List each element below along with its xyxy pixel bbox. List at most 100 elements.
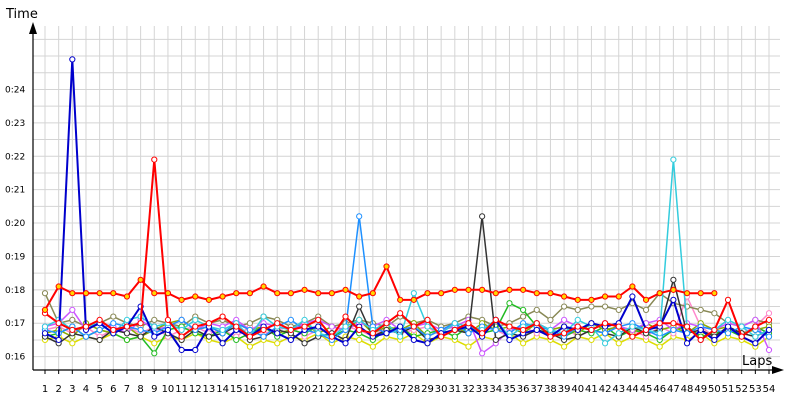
data-point xyxy=(315,316,322,324)
data-point xyxy=(479,350,486,357)
data-point xyxy=(246,290,254,297)
y-tick-label: 0:23 xyxy=(5,119,25,129)
data-point xyxy=(547,333,554,340)
series-line xyxy=(41,263,718,313)
data-point xyxy=(41,290,49,297)
axes: Time Laps xyxy=(5,7,784,374)
data-point xyxy=(69,316,76,324)
data-point xyxy=(560,303,568,310)
data-point xyxy=(588,336,595,344)
data-point xyxy=(479,286,486,293)
data-point xyxy=(383,320,390,327)
data-point xyxy=(151,350,158,357)
x-tick-label: 46 xyxy=(653,384,666,395)
data-point xyxy=(328,333,335,340)
data-point xyxy=(41,306,49,313)
y-tick-label: 0:24 xyxy=(5,85,25,95)
data-point xyxy=(397,323,404,330)
x-tick-label: 27 xyxy=(394,384,407,395)
x-ticks: 1 2 3 4 5 6 7 8 9 10 11 12 13 14 15 16 17 18 19 20 21 22 23 24 2… xyxy=(42,370,776,395)
data-point xyxy=(465,286,472,293)
x-tick-label: 4 xyxy=(83,384,89,395)
data-point xyxy=(588,303,595,310)
data-point xyxy=(451,320,458,327)
data-point xyxy=(574,316,581,324)
data-point xyxy=(69,306,76,313)
data-point xyxy=(205,296,213,303)
y-tick-label: 0:20 xyxy=(5,219,25,229)
x-tick-label: 18 xyxy=(271,384,284,395)
data-point xyxy=(410,323,417,330)
data-point xyxy=(711,310,718,317)
data-point xyxy=(424,333,431,340)
data-point xyxy=(479,213,486,220)
data-point xyxy=(110,326,117,334)
x-tick-label: 47 xyxy=(667,384,680,395)
data-point xyxy=(615,323,622,330)
data-point xyxy=(205,333,213,340)
data-point xyxy=(110,290,117,297)
data-point xyxy=(765,333,773,340)
x-tick-label: 3 xyxy=(69,384,75,395)
data-point xyxy=(601,340,609,347)
data-point xyxy=(287,326,294,334)
data-point xyxy=(410,290,417,297)
data-point xyxy=(397,310,404,317)
data-point xyxy=(356,336,363,344)
data-point xyxy=(246,320,254,327)
data-point xyxy=(711,336,718,344)
data-point xyxy=(301,316,308,324)
y-axis-arrow xyxy=(29,22,37,34)
data-point xyxy=(574,296,581,303)
data-point xyxy=(520,340,527,347)
data-point xyxy=(41,323,49,330)
data-point xyxy=(615,306,622,313)
data-point xyxy=(233,323,240,330)
data-point xyxy=(506,336,513,344)
data-point xyxy=(752,333,759,340)
data-point xyxy=(465,330,472,337)
data-point xyxy=(424,340,431,347)
x-tick-label: 50 xyxy=(708,384,721,395)
data-point xyxy=(82,333,90,340)
data-point xyxy=(410,296,417,303)
x-tick-label: 16 xyxy=(244,384,257,395)
x-tick-label: 36 xyxy=(517,384,530,395)
data-point xyxy=(137,326,144,334)
data-point xyxy=(547,290,554,297)
data-point xyxy=(424,323,431,330)
data-point xyxy=(506,286,513,293)
x-tick-label: 14 xyxy=(216,384,229,395)
x-tick-label: 54 xyxy=(763,384,776,395)
data-point xyxy=(724,330,732,337)
x-tick-label: 29 xyxy=(421,384,434,395)
x-tick-label: 20 xyxy=(298,384,311,395)
data-point xyxy=(438,333,445,340)
data-point xyxy=(438,290,445,297)
y-tick-label: 0:17 xyxy=(5,319,25,329)
data-point xyxy=(178,333,185,340)
data-point xyxy=(574,306,581,313)
data-point xyxy=(246,333,254,340)
data-point xyxy=(274,290,281,297)
x-tick-label: 35 xyxy=(503,384,516,395)
data-point xyxy=(260,326,267,334)
data-point xyxy=(465,343,472,350)
data-point xyxy=(560,293,568,300)
data-point xyxy=(123,330,131,337)
data-point xyxy=(670,326,677,334)
data-point xyxy=(397,333,404,340)
y-tick-label: 0:21 xyxy=(5,186,25,196)
x-tick-label: 38 xyxy=(544,384,557,395)
data-point xyxy=(219,326,226,334)
data-point xyxy=(69,56,76,63)
data-point xyxy=(301,323,308,330)
data-point xyxy=(520,313,527,320)
data-point xyxy=(670,296,677,303)
data-point xyxy=(315,290,322,297)
data-point xyxy=(369,330,376,337)
data-point xyxy=(178,326,185,334)
data-point xyxy=(574,323,581,330)
data-point xyxy=(342,313,349,320)
data-point xyxy=(765,326,773,334)
